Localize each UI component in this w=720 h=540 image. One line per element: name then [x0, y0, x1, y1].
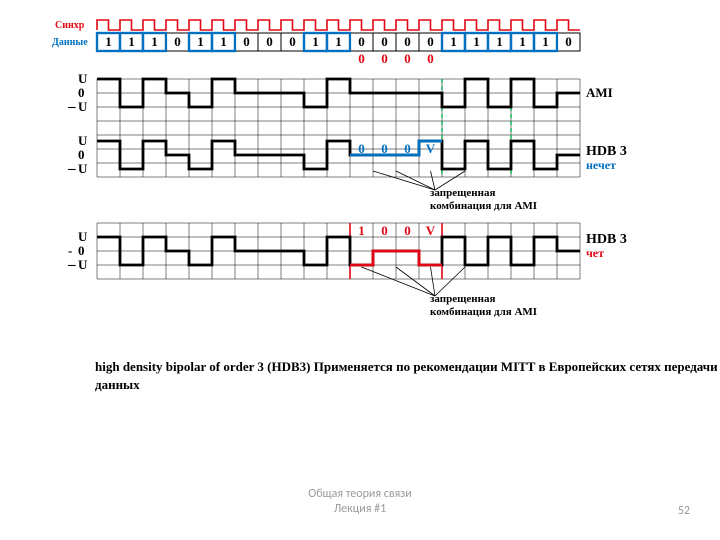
svg-text:0: 0 [381, 34, 388, 49]
svg-text:U: U [78, 257, 88, 272]
svg-text:0: 0 [289, 34, 296, 49]
svg-text:чет: чет [586, 246, 604, 260]
svg-text:0: 0 [404, 51, 411, 66]
svg-text:AMI: AMI [586, 85, 613, 100]
svg-text:–: – [67, 161, 76, 177]
svg-text:0: 0 [78, 85, 85, 100]
svg-text:1: 1 [335, 34, 342, 49]
svg-text:1: 1 [542, 34, 549, 49]
svg-text:комбинация для AMI: комбинация для AMI [430, 306, 537, 318]
footer: Общая теория связи Лекция #1 [0, 487, 720, 518]
svg-text:1: 1 [496, 34, 503, 49]
svg-text:0: 0 [381, 51, 388, 66]
svg-text:–: – [67, 257, 76, 273]
svg-text:комбинация для AMI: комбинация для AMI [430, 200, 537, 212]
svg-text:запрещенная: запрещенная [430, 293, 495, 305]
svg-text:1: 1 [151, 34, 158, 49]
svg-text:1: 1 [450, 34, 457, 49]
svg-text:-: - [68, 243, 72, 258]
footer-line1: Общая теория связи [308, 487, 412, 501]
svg-text:0: 0 [427, 34, 434, 49]
svg-text:1: 1 [128, 34, 135, 49]
svg-text:HDB 3: HDB 3 [586, 232, 627, 247]
page-number: 52 [678, 504, 690, 518]
svg-text:1: 1 [519, 34, 526, 49]
page: 1110110001100001111100000000V100VU0–UU0–… [0, 0, 720, 540]
svg-text:0: 0 [427, 51, 434, 66]
svg-text:1: 1 [197, 34, 204, 49]
svg-text:U: U [78, 71, 88, 86]
svg-text:0: 0 [381, 223, 388, 238]
svg-text:0: 0 [358, 34, 365, 49]
svg-text:0: 0 [404, 141, 411, 156]
svg-text:0: 0 [381, 141, 388, 156]
svg-text:0: 0 [358, 141, 365, 156]
svg-text:0: 0 [404, 223, 411, 238]
svg-text:V: V [426, 141, 436, 156]
svg-text:–: – [67, 99, 76, 115]
svg-text:0: 0 [266, 34, 273, 49]
svg-text:Данные: Данные [52, 37, 88, 48]
svg-text:1: 1 [358, 223, 365, 238]
svg-text:1: 1 [473, 34, 480, 49]
svg-text:U: U [78, 229, 88, 244]
svg-text:HDB 3: HDB 3 [586, 144, 627, 159]
svg-text:1: 1 [105, 34, 112, 49]
svg-text:U: U [78, 133, 88, 148]
svg-text:1: 1 [220, 34, 227, 49]
caption: high density bipolar of order 3 (HDB3) П… [95, 358, 720, 393]
svg-text:U: U [78, 99, 88, 114]
svg-text:0: 0 [78, 243, 85, 258]
svg-text:0: 0 [565, 34, 572, 49]
svg-text:запрещенная: запрещенная [430, 187, 495, 199]
footer-line2: Лекция #1 [334, 502, 386, 516]
svg-text:нечет: нечет [586, 158, 616, 172]
svg-text:U: U [78, 161, 88, 176]
encoding-diagram: 1110110001100001111100000000V100VU0–UU0–… [0, 0, 720, 540]
svg-text:1: 1 [312, 34, 319, 49]
svg-text:0: 0 [358, 51, 365, 66]
svg-text:Синхр: Синхр [55, 20, 85, 31]
svg-text:0: 0 [174, 34, 181, 49]
svg-text:0: 0 [243, 34, 250, 49]
svg-text:0: 0 [404, 34, 411, 49]
svg-text:V: V [426, 223, 436, 238]
svg-text:0: 0 [78, 147, 85, 162]
